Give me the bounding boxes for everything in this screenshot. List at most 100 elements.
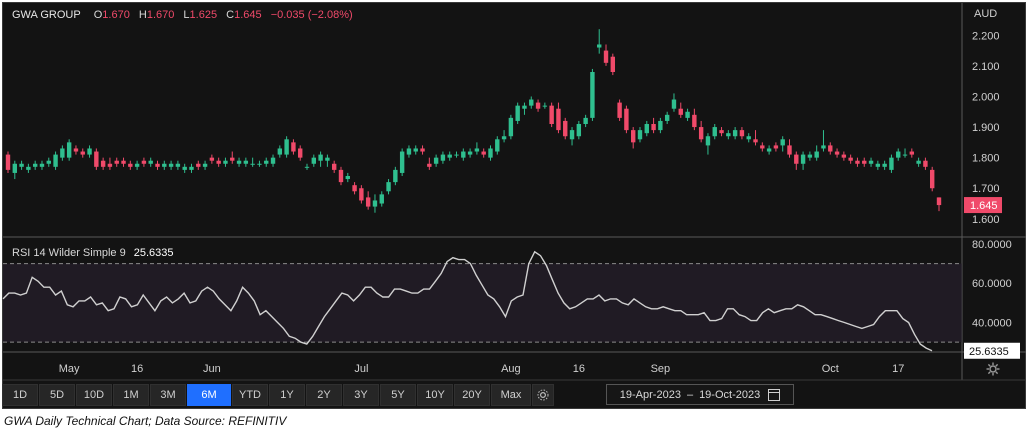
candle-body: [692, 114, 697, 128]
candle-body: [549, 105, 554, 124]
candle-body: [243, 160, 249, 164]
candle-body: [467, 151, 473, 155]
period-1m-button[interactable]: 1M: [113, 384, 149, 406]
candle-body: [868, 160, 874, 164]
high-label: H: [138, 9, 147, 21]
candle-body: [175, 163, 181, 167]
price-tick-label: 1.600: [972, 214, 1000, 226]
candle-body: [855, 160, 860, 164]
last-price-label: 1.645: [970, 200, 998, 212]
candle-body: [841, 154, 847, 158]
candle-body: [658, 120, 663, 131]
candle-body: [257, 163, 262, 165]
candle-body: [542, 105, 548, 107]
candle-body: [515, 105, 520, 121]
candle-body: [196, 163, 201, 167]
candle-body: [128, 163, 133, 167]
candle-body: [678, 108, 683, 115]
candle-body: [60, 148, 65, 158]
candle-body: [535, 102, 541, 109]
rsi-last-label: 25.6335: [969, 346, 1009, 358]
rsi-line: [2, 250, 933, 352]
period-10d-button[interactable]: 10D: [76, 384, 112, 406]
candle-body: [556, 108, 561, 131]
rsi-legend: RSI 14 Wilder Simple 9 25.6335: [12, 247, 173, 259]
period-2y-button[interactable]: 2Y: [306, 384, 342, 406]
low-label: L: [183, 9, 190, 21]
period-5d-button[interactable]: 5D: [39, 384, 75, 406]
period-20y-button[interactable]: 20Y: [454, 384, 490, 406]
period-5y-button[interactable]: 5Y: [380, 384, 416, 406]
candle-body: [576, 124, 582, 137]
period-6m-button[interactable]: 6M: [187, 384, 231, 406]
candle-body: [569, 130, 575, 140]
candle-body: [875, 163, 881, 167]
candle-body: [298, 148, 303, 158]
candle-body: [168, 163, 174, 167]
gear-icon: [537, 389, 549, 401]
candle-body: [433, 157, 439, 164]
period-1y-button[interactable]: 1Y: [269, 384, 305, 406]
candle-body: [345, 176, 350, 180]
candle-body: [73, 148, 79, 152]
candle-body: [236, 160, 242, 164]
candle-body: [916, 160, 921, 164]
candle-body: [461, 151, 466, 158]
candle-body: [66, 142, 72, 158]
period-1d-button[interactable]: 1D: [2, 384, 38, 406]
candle-body: [46, 160, 51, 164]
candle-body: [100, 160, 106, 167]
price-tick-label: 1.800: [972, 153, 1000, 165]
candle-body: [583, 117, 588, 124]
price-tick-label: 1.700: [972, 183, 1000, 195]
candle-body: [474, 148, 480, 152]
currency-label[interactable]: AUD: [974, 8, 998, 20]
candle-body: [427, 163, 432, 167]
price-tick-label: 2.200: [972, 30, 1000, 42]
period-max-button[interactable]: Max: [491, 384, 531, 406]
candle-body: [12, 163, 17, 173]
candle-body: [270, 157, 276, 164]
period-ytd-button[interactable]: YTD: [232, 384, 268, 406]
candle-body: [365, 197, 371, 207]
toolbar-settings-button[interactable]: [532, 384, 554, 406]
x-tick-label: Jul: [354, 363, 368, 375]
candle-body: [563, 120, 568, 137]
candle-body: [848, 157, 853, 161]
x-tick-label: Jun: [203, 363, 221, 375]
candle-body: [698, 127, 704, 140]
settings-icon[interactable]: [986, 362, 1000, 376]
candle-body: [712, 127, 717, 137]
date-range-picker[interactable]: 19-Apr-2023 – 19-Oct-2023: [606, 384, 794, 405]
candle-body: [447, 154, 452, 158]
candle-body: [284, 139, 289, 155]
candle-body: [590, 72, 595, 118]
candle-body: [148, 160, 153, 164]
candle-body: [766, 148, 772, 152]
candle-body: [39, 163, 45, 167]
candle-body: [216, 160, 221, 164]
candle-body: [889, 157, 894, 170]
candle-body: [304, 166, 310, 168]
range-separator: –: [686, 388, 694, 401]
candle-body: [821, 145, 826, 149]
candle-body: [5, 154, 11, 170]
candle-body: [637, 130, 643, 140]
candle-body: [780, 139, 785, 146]
period-10y-button[interactable]: 10Y: [417, 384, 453, 406]
period-3y-button[interactable]: 3Y: [343, 384, 379, 406]
candle-body: [739, 130, 745, 137]
rsi-tick-label: 60.0000: [972, 278, 1012, 290]
candle-body: [352, 185, 357, 192]
candle-body: [794, 154, 799, 164]
candle-body: [685, 111, 690, 118]
calendar-icon: [768, 388, 781, 401]
candle-body: [26, 166, 31, 170]
rsi-value: 25.6335: [133, 247, 174, 259]
period-3m-button[interactable]: 3M: [150, 384, 186, 406]
x-tick-label: Aug: [501, 363, 521, 375]
candle-body: [420, 148, 425, 152]
candle-body: [325, 157, 330, 161]
candle-body: [896, 151, 901, 158]
candle-body: [372, 200, 378, 207]
